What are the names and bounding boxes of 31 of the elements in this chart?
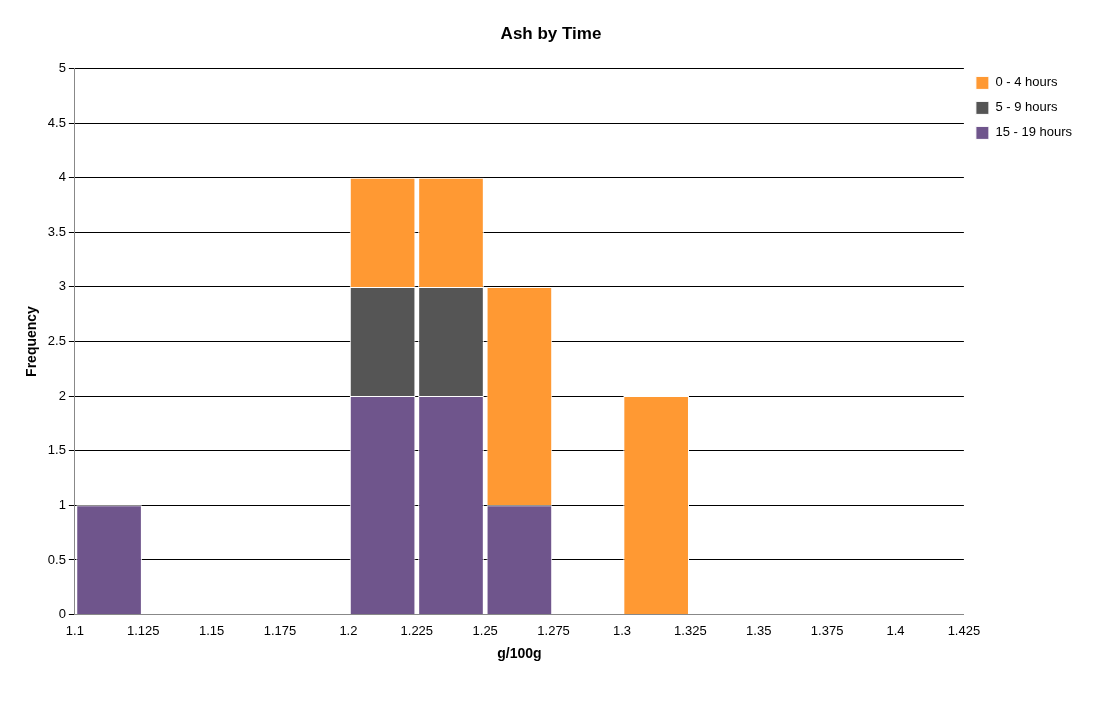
y-tick-label: 0.5 xyxy=(47,551,66,567)
x-tick-label: 1.15 xyxy=(198,622,225,638)
chart-title: Ash by Time xyxy=(500,23,602,43)
x-tick-label: 1.275 xyxy=(537,622,570,638)
y-tick-label: 2 xyxy=(58,387,66,403)
x-axis-title: g/100g xyxy=(497,645,542,662)
x-tick-label: 1.1 xyxy=(65,622,84,638)
x-tick-label: 1.325 xyxy=(674,622,707,638)
legend-label: 0 - 4 hours xyxy=(995,74,1059,90)
x-tick-label: 1.425 xyxy=(947,622,981,638)
x-tick-label: 1.225 xyxy=(400,622,434,638)
x-tick-label: 1.175 xyxy=(263,622,297,638)
y-tick-label: 0 xyxy=(58,606,66,622)
y-tick-label: 3.5 xyxy=(47,223,66,239)
x-tick-label: 1.3 xyxy=(612,622,631,638)
x-tick-label: 1.2 xyxy=(339,622,358,638)
y-tick-label: 4.5 xyxy=(47,114,66,130)
legend-label: 5 - 9 hours xyxy=(995,99,1059,115)
y-tick-label: 4 xyxy=(58,169,66,185)
x-tick-label: 1.375 xyxy=(810,622,844,638)
y-tick-label: 1 xyxy=(58,496,66,512)
y-tick-label: 5 xyxy=(58,59,66,75)
y-tick-label: 2.5 xyxy=(47,333,66,349)
x-tick-label: 1.4 xyxy=(886,622,905,638)
x-tick-label: 1.125 xyxy=(126,622,160,638)
y-axis-title: Frequency xyxy=(23,305,40,377)
y-tick-label: 1.5 xyxy=(47,442,66,458)
x-tick-label: 1.25 xyxy=(472,622,498,638)
x-tick-label: 1.35 xyxy=(746,622,772,638)
legend-label: 15 - 19 hours xyxy=(995,124,1073,140)
y-tick-label: 3 xyxy=(58,278,66,294)
